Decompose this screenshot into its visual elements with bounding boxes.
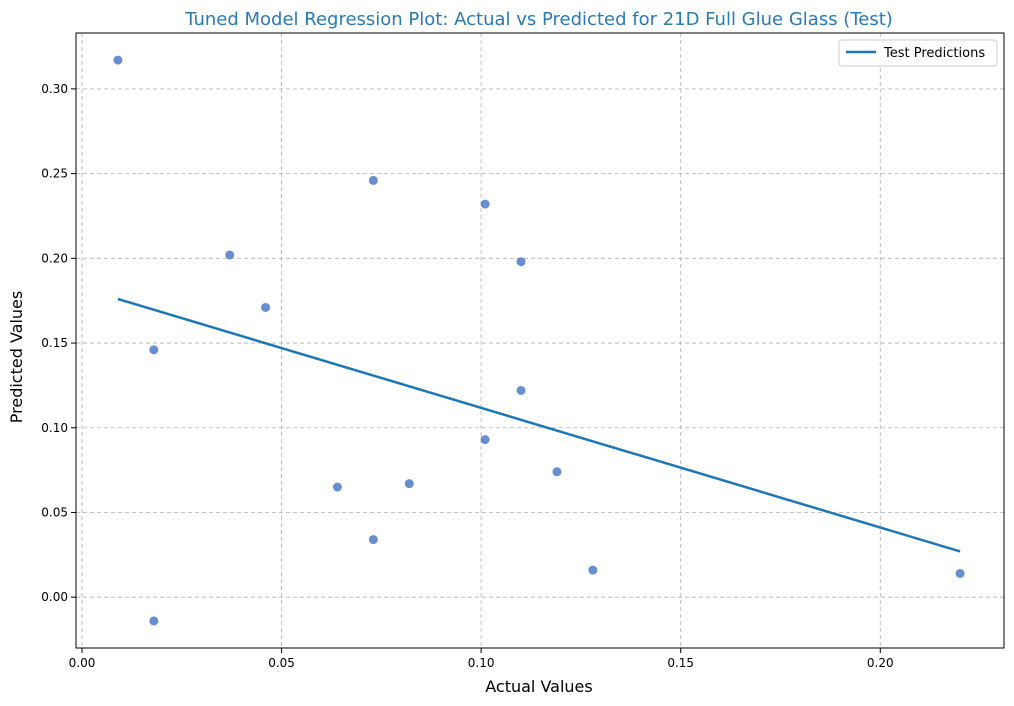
x-axis-label: Actual Values <box>485 677 592 696</box>
regression-line <box>117 297 961 553</box>
x-tick-label: 0.05 <box>268 656 295 670</box>
x-tick-label: 0.15 <box>667 656 694 670</box>
y-axis-ticks: 0.00 0.05 0.10 0.15 0.20 0.25 0.30 <box>41 82 76 604</box>
y-tick-label: 0.20 <box>41 251 68 265</box>
scatter-point <box>113 55 123 65</box>
scatter-point <box>516 257 526 267</box>
regression-line-layer <box>117 297 961 553</box>
x-axis-ticks: 0.00 0.05 0.10 0.15 0.20 <box>69 648 894 670</box>
scatter-point <box>955 568 965 578</box>
scatter-point <box>225 250 235 260</box>
y-tick-label: 0.30 <box>41 82 68 96</box>
scatter-point <box>261 302 271 312</box>
scatter-point <box>516 385 526 395</box>
x-tick-label: 0.00 <box>69 656 96 670</box>
legend-label: Test Predictions <box>883 46 985 61</box>
scatter-point <box>368 175 378 185</box>
y-tick-label: 0.10 <box>41 421 68 435</box>
scatter-point <box>552 467 562 477</box>
scatter-point <box>404 479 414 489</box>
chart-title: Tuned Model Regression Plot: Actual vs P… <box>184 9 893 30</box>
plot-frame <box>75 32 1005 649</box>
scatter-point <box>149 616 159 626</box>
grid-lines <box>76 33 1004 648</box>
scatter-point <box>149 345 159 355</box>
scatter-point <box>480 199 490 209</box>
scatter-point <box>588 565 598 575</box>
scatter-point <box>332 482 342 492</box>
y-axis-label: Predicted Values <box>7 291 26 423</box>
scatter-points <box>113 55 965 626</box>
y-tick-label: 0.05 <box>41 505 68 519</box>
scatter-point <box>368 535 378 545</box>
x-tick-label: 0.20 <box>867 656 894 670</box>
y-tick-label: 0.15 <box>41 336 68 350</box>
x-tick-label: 0.10 <box>468 656 495 670</box>
scatter-point <box>480 435 490 445</box>
y-tick-label: 0.25 <box>41 167 68 181</box>
legend: Test Predictions <box>838 39 998 67</box>
legend-box <box>838 39 998 67</box>
y-tick-label: 0.00 <box>41 590 68 604</box>
